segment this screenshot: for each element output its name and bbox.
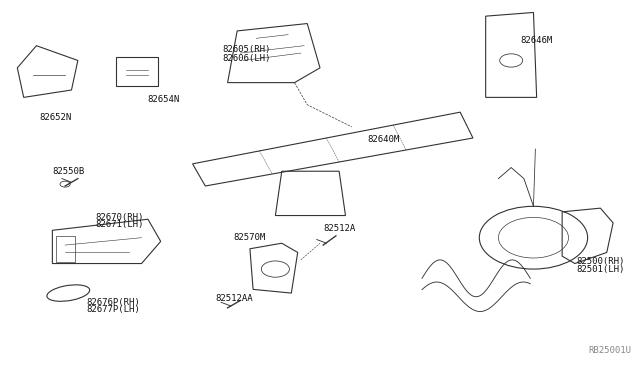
Text: 82670(RH): 82670(RH) xyxy=(95,213,143,222)
Text: 82676P(RH): 82676P(RH) xyxy=(86,298,140,307)
Text: 82677P(LH): 82677P(LH) xyxy=(86,305,140,314)
Text: 82640M: 82640M xyxy=(367,135,400,144)
Text: 82550B: 82550B xyxy=(52,167,84,176)
Text: 82652N: 82652N xyxy=(40,113,72,122)
Text: 82512A: 82512A xyxy=(323,224,355,233)
Text: RB25001U: RB25001U xyxy=(588,346,632,355)
Text: 82671(LH): 82671(LH) xyxy=(95,220,143,229)
Text: 82500(RH): 82500(RH) xyxy=(576,257,625,266)
Text: 82605(RH): 82605(RH) xyxy=(223,45,271,54)
Text: 82606(LH): 82606(LH) xyxy=(223,54,271,63)
Text: 82646M: 82646M xyxy=(520,36,553,45)
Text: 82654N: 82654N xyxy=(148,95,180,104)
Text: 82570M: 82570M xyxy=(234,233,266,242)
Text: 82512AA: 82512AA xyxy=(215,294,253,303)
Bar xyxy=(56,236,75,262)
Text: 82501(LH): 82501(LH) xyxy=(576,264,625,273)
